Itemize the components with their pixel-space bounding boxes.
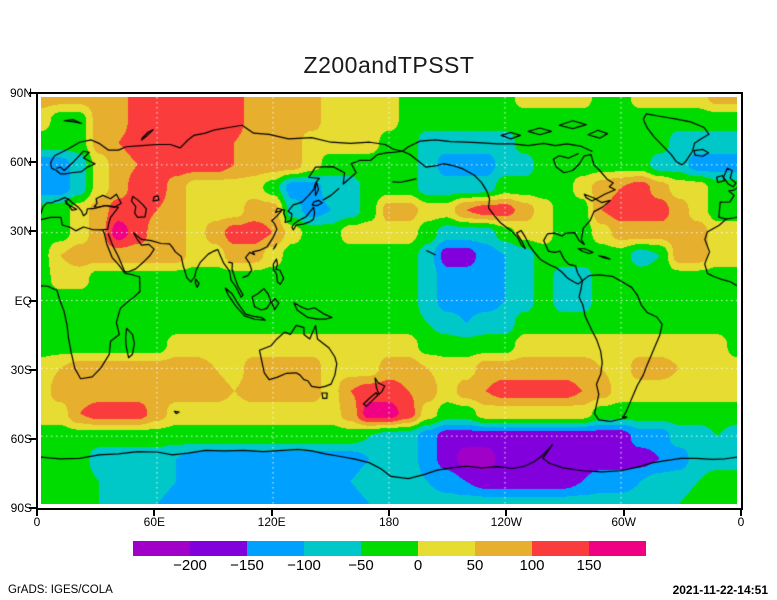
- colorbar: [133, 541, 646, 556]
- lon-tick-label: 60E: [143, 515, 166, 529]
- lon-tick-label: 120E: [257, 515, 286, 529]
- lat-tick-mark: [29, 92, 37, 94]
- lon-tick-label: 0: [33, 515, 41, 529]
- colorbar-value-label: 150: [576, 557, 602, 574]
- lat-tick-label: 60S: [10, 431, 32, 446]
- colorbar-value-label: 50: [466, 557, 484, 574]
- lon-tick-mark: [36, 510, 38, 516]
- lon-tick-mark: [740, 510, 742, 516]
- lat-tick-label: 30N: [9, 224, 32, 239]
- lat-tick-mark: [29, 230, 37, 233]
- colorbar-value-label: −200: [173, 557, 207, 574]
- lat-tick-mark: [29, 507, 37, 509]
- grads-credit: GrADS: IGES/COLA: [8, 584, 113, 596]
- colorbar-value-label: −50: [348, 557, 374, 574]
- colorbar-segment: [532, 541, 589, 556]
- lon-tick-label: 120W: [490, 515, 523, 529]
- lat-tick-label: 90N: [9, 86, 32, 100]
- colorbar-value-label: −150: [230, 557, 264, 574]
- lat-tick-mark: [29, 368, 37, 371]
- map-frame: [36, 92, 743, 510]
- lat-tick-label: 30S: [10, 362, 32, 377]
- colorbar-value-label: −100: [287, 557, 321, 574]
- lon-tick-mark: [270, 510, 273, 516]
- contour-map-canvas: [41, 97, 737, 504]
- lon-tick-mark: [388, 510, 390, 516]
- plot-title: Z200andTPSST: [303, 52, 475, 78]
- lat-tick-mark: [29, 437, 37, 440]
- lon-tick-label: 180: [378, 515, 400, 529]
- colorbar-value-label: 100: [519, 557, 545, 574]
- colorbar-segment: [589, 541, 646, 556]
- lon-tick-label: 60W: [611, 515, 636, 529]
- colorbar-value-label: 0: [413, 557, 423, 574]
- colorbar-segment: [133, 541, 190, 556]
- lon-tick-mark: [622, 510, 625, 516]
- lat-tick-label: 60N: [9, 155, 32, 170]
- lat-tick-mark: [29, 161, 37, 164]
- timestamp: 2021-11-22-14:51: [672, 583, 768, 597]
- colorbar-segment: [190, 541, 247, 556]
- colorbar-segment: [361, 541, 418, 556]
- colorbar-segment: [418, 541, 475, 556]
- colorbar-segment: [304, 541, 361, 556]
- colorbar-segment: [475, 541, 532, 556]
- lat-tick-label: EQ: [14, 293, 32, 308]
- lat-tick-mark: [29, 299, 37, 302]
- lat-tick-label: 90S: [10, 501, 32, 515]
- lon-tick-label: 0: [737, 515, 745, 529]
- colorbar-segment: [247, 541, 304, 556]
- lon-tick-mark: [153, 510, 156, 516]
- lon-tick-mark: [505, 510, 508, 516]
